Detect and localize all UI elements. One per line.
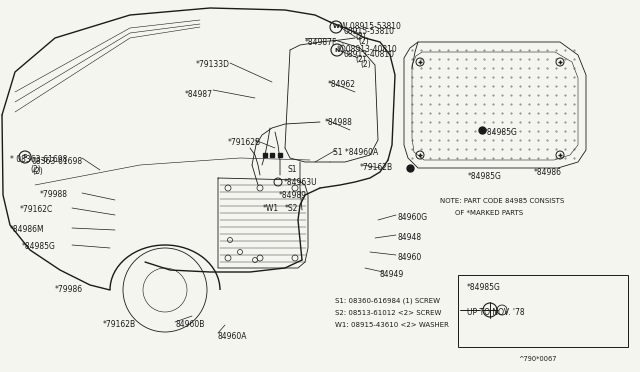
Text: S: S [22, 154, 28, 160]
Text: N: N [334, 48, 340, 52]
Text: W1: 08915-43610 <2> WASHER: W1: 08915-43610 <2> WASHER [335, 322, 449, 328]
Text: (2): (2) [360, 60, 371, 69]
Text: *84986M: *84986M [10, 225, 45, 234]
Text: 84948: 84948 [397, 233, 421, 242]
Text: *84962: *84962 [328, 80, 356, 89]
Text: W: W [333, 25, 339, 29]
Text: S1 *84960A: S1 *84960A [333, 148, 378, 157]
Text: *84985G: *84985G [467, 283, 501, 292]
Text: *84985G: *84985G [468, 172, 502, 181]
Bar [458, 275, 628, 347]
Text: 84960G: 84960G [397, 213, 427, 222]
Text: 08363-61698: 08363-61698 [32, 157, 83, 166]
Text: *84985G: *84985G [484, 128, 518, 137]
Text: OF *MARKED PARTS: OF *MARKED PARTS [455, 210, 523, 216]
Text: 08913-40810: 08913-40810 [344, 50, 395, 59]
Text: *79133D: *79133D [196, 60, 230, 69]
Text: 84960B: 84960B [176, 320, 205, 329]
Text: 84960A: 84960A [218, 332, 248, 341]
Text: (2): (2) [355, 32, 365, 41]
Text: 08915-53810: 08915-53810 [343, 27, 394, 36]
Text: 84949: 84949 [380, 270, 404, 279]
Text: *84987: *84987 [185, 90, 213, 99]
Text: *79162B: *79162B [360, 163, 393, 172]
Text: * 08363-61698: * 08363-61698 [10, 155, 67, 164]
Text: UP TO NOV. '78: UP TO NOV. '78 [467, 308, 525, 317]
Text: *79162C: *79162C [20, 205, 53, 214]
Text: (2): (2) [30, 165, 41, 174]
Text: *W1: *W1 [263, 204, 279, 213]
Text: *84963U: *84963U [284, 178, 317, 187]
Text: (2): (2) [358, 37, 369, 46]
Text: W 08915-53810: W 08915-53810 [340, 22, 401, 31]
Text: 84960: 84960 [397, 253, 421, 262]
Text: NOTE: PART CODE 84985 CONSISTS: NOTE: PART CODE 84985 CONSISTS [440, 198, 564, 204]
Text: *84987F: *84987F [305, 38, 337, 47]
Text: *Ô08913-40810: *Ô08913-40810 [337, 45, 397, 54]
Text: *79162B: *79162B [103, 320, 136, 329]
Text: S1: 08360-616984 (1) SCREW: S1: 08360-616984 (1) SCREW [335, 298, 440, 305]
Text: S1: S1 [287, 165, 296, 174]
Text: (2): (2) [355, 55, 365, 64]
Text: *79986: *79986 [55, 285, 83, 294]
Text: ^790*0067: ^790*0067 [518, 356, 557, 362]
Text: *79162B: *79162B [228, 138, 261, 147]
Text: *S2: *S2 [285, 204, 298, 213]
Text: *84989: *84989 [279, 191, 307, 200]
Text: *84985G: *84985G [22, 242, 56, 251]
Text: S2: 08513-61012 <2> SCREW: S2: 08513-61012 <2> SCREW [335, 310, 442, 316]
Text: *84988: *84988 [325, 118, 353, 127]
Text: *84986: *84986 [534, 168, 562, 177]
Text: *79988: *79988 [40, 190, 68, 199]
Text: (2): (2) [32, 167, 43, 176]
